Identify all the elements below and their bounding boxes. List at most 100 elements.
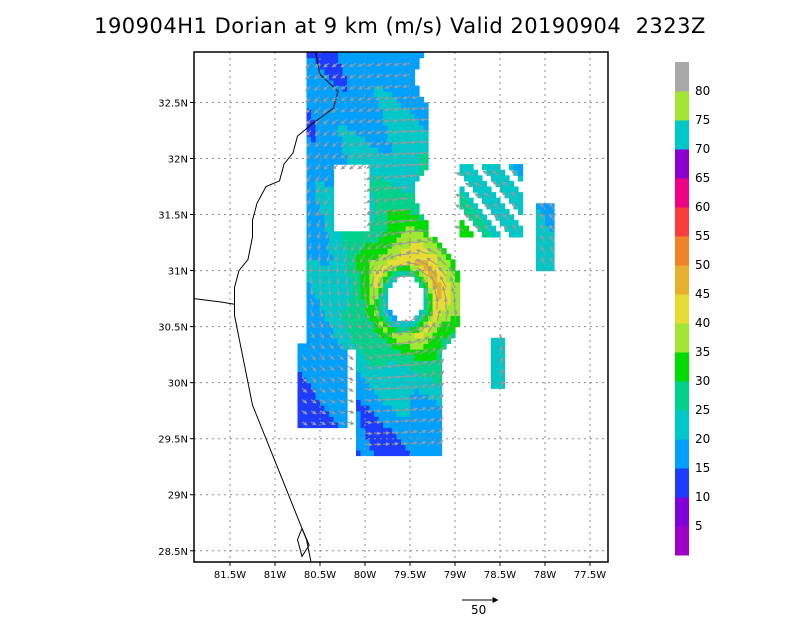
wind-vector (374, 174, 384, 180)
wind-vector (400, 419, 410, 423)
wind-vector (383, 107, 393, 112)
wind-cell (401, 124, 407, 132)
wind-vector (511, 202, 519, 210)
wind-cell (405, 68, 411, 75)
wind-vector (355, 320, 362, 330)
wind-vector (401, 152, 411, 156)
wind-cell (414, 276, 420, 283)
wind-cell (347, 91, 353, 98)
wind-cell (306, 68, 312, 75)
wind-cell (495, 377, 501, 384)
wind-cell (396, 52, 402, 59)
wind-cell (473, 208, 479, 216)
wind-vector (373, 397, 382, 402)
wind-cell (320, 393, 326, 401)
wind-cell (509, 180, 515, 188)
wind-cell (410, 85, 416, 92)
wind-vector (375, 96, 384, 101)
wind-cell (369, 85, 375, 92)
wind-cell (495, 214, 501, 221)
wind-cell (378, 410, 384, 417)
wind-cell (342, 152, 348, 160)
wind-vector (331, 62, 339, 68)
wind-cell (342, 270, 348, 277)
wind-cell (297, 349, 303, 356)
wind-vector (352, 264, 357, 275)
wind-cell (342, 315, 348, 322)
wind-cell (545, 220, 551, 227)
wind-cell (320, 124, 326, 132)
wind-cell (396, 236, 402, 244)
wind-cell (401, 343, 407, 350)
wind-vector (455, 193, 465, 199)
wind-cell (315, 421, 321, 429)
wind-cell (383, 276, 389, 283)
wind-cell (333, 393, 339, 401)
wind-cell (311, 259, 317, 266)
wind-cell (324, 124, 330, 132)
wind-cell (356, 236, 362, 244)
wind-cell (491, 360, 497, 367)
wind-cell (315, 169, 321, 176)
wind-cell (405, 253, 411, 260)
wind-cell (423, 321, 429, 328)
wind-cell (311, 175, 317, 182)
wind-cell (387, 438, 393, 445)
wind-vector (391, 331, 403, 336)
wind-vector (306, 186, 312, 194)
wind-vector (419, 117, 429, 122)
wind-cell (324, 80, 330, 87)
wind-cell (405, 365, 411, 372)
wind-cell (392, 360, 398, 367)
wind-cell (387, 315, 393, 322)
wind-cell (414, 203, 420, 210)
wind-cell (351, 287, 357, 294)
wind-cell (342, 158, 348, 165)
wind-cell (306, 270, 312, 277)
wind-cell (396, 360, 402, 367)
wind-vector (306, 141, 312, 148)
wind-cell (414, 158, 420, 165)
wind-vector (328, 376, 336, 382)
wind-cell (369, 197, 375, 204)
wind-cell (410, 119, 416, 126)
wind-cell (374, 85, 380, 92)
wind-vector (373, 331, 383, 339)
wind-cell (365, 91, 371, 98)
wind-cell (536, 231, 542, 238)
wind-cell (392, 180, 398, 188)
wind-cell (320, 371, 326, 378)
wind-cell (378, 68, 384, 75)
wind-cell (360, 410, 366, 417)
wind-vector (382, 364, 393, 369)
wind-cell (374, 225, 380, 232)
wind-vector (337, 421, 346, 426)
colorbar-swatch (675, 439, 689, 469)
wind-cell (324, 326, 330, 333)
wind-cell (428, 293, 434, 300)
wind-cell (329, 298, 335, 305)
wind-cell (306, 399, 312, 406)
wind-cell (387, 68, 393, 75)
wind-cell (333, 57, 339, 64)
wind-cell (446, 293, 452, 300)
wind-cell (423, 421, 429, 429)
wind-vector (349, 73, 357, 79)
wind-cell (329, 57, 335, 64)
wind-cell (360, 52, 366, 59)
wind-cell (306, 354, 312, 361)
wind-cell (423, 309, 429, 316)
wind-vector (406, 240, 420, 245)
wind-cell (320, 63, 326, 70)
wind-cell (396, 410, 402, 417)
wind-cell (405, 63, 411, 70)
wind-cell (450, 265, 456, 272)
colorbar-label: 80 (695, 84, 710, 98)
wind-cell (369, 393, 375, 401)
colorbar-label: 35 (695, 345, 710, 359)
wind-cell (432, 343, 438, 350)
wind-cell (383, 147, 389, 154)
wind-cell (365, 136, 371, 143)
wind-cell (333, 309, 339, 316)
wind-cell (324, 410, 330, 417)
